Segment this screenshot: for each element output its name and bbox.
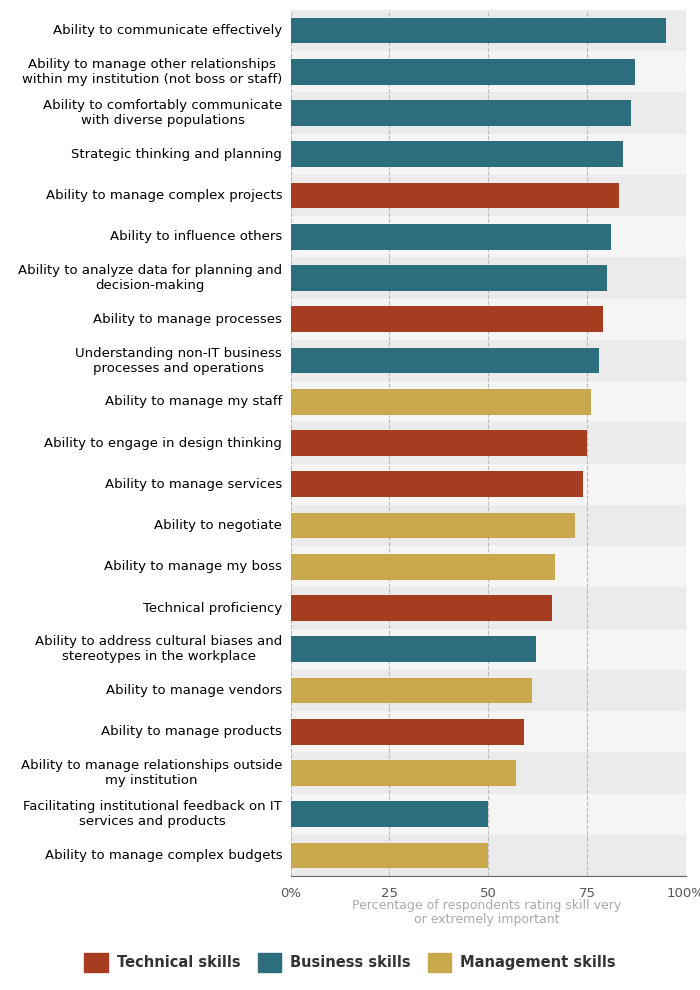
Bar	[290, 471, 583, 497]
Bar	[290, 142, 623, 167]
Bar	[290, 678, 532, 703]
Bar	[290, 183, 619, 208]
Bar	[290, 389, 591, 415]
Bar	[290, 134, 686, 175]
Bar	[290, 835, 686, 876]
Bar	[290, 381, 686, 423]
Bar	[290, 265, 607, 291]
Bar	[290, 719, 524, 744]
Bar	[290, 463, 686, 505]
Bar	[290, 637, 536, 662]
Bar	[290, 629, 686, 670]
Bar	[290, 216, 686, 257]
Bar	[290, 711, 686, 752]
Bar	[290, 752, 686, 794]
Bar	[290, 51, 686, 92]
Bar	[290, 670, 686, 711]
Bar	[290, 842, 489, 868]
Bar	[290, 431, 587, 455]
Bar	[290, 546, 686, 587]
Bar	[290, 224, 611, 249]
Bar	[290, 423, 686, 463]
Text: or extremely important: or extremely important	[414, 913, 559, 926]
Bar	[290, 505, 686, 546]
Bar	[290, 760, 516, 786]
Text: Percentage of respondents rating skill very: Percentage of respondents rating skill v…	[352, 899, 621, 912]
Bar	[290, 92, 686, 134]
Bar	[290, 10, 686, 51]
Bar	[290, 299, 686, 340]
Legend: Technical skills, Business skills, Management skills: Technical skills, Business skills, Manag…	[78, 947, 622, 978]
Bar	[290, 513, 575, 539]
Bar	[290, 257, 686, 299]
Bar	[290, 18, 666, 44]
Bar	[290, 307, 603, 332]
Bar	[290, 347, 599, 373]
Bar	[290, 175, 686, 216]
Bar	[290, 595, 552, 621]
Bar	[290, 587, 686, 629]
Bar	[290, 59, 635, 84]
Bar	[290, 794, 686, 835]
Bar	[290, 554, 556, 579]
Bar	[290, 100, 631, 126]
Bar	[290, 802, 489, 827]
Bar	[290, 340, 686, 381]
